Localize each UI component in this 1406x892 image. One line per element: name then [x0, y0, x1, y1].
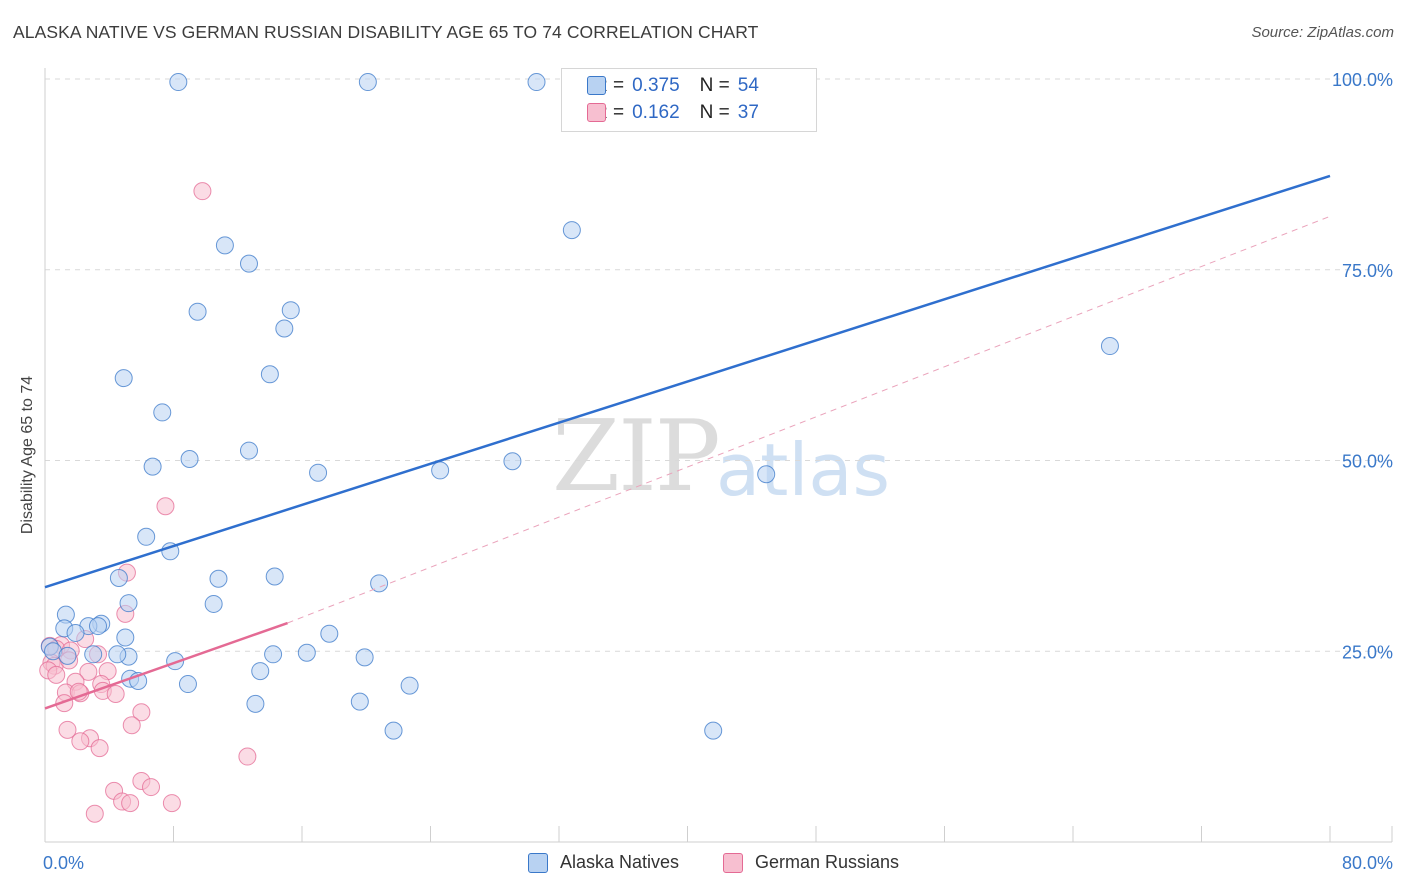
alaska-native-point — [180, 449, 199, 468]
alaska-native-point — [281, 301, 300, 320]
legend-item-german-russians: German Russians — [723, 852, 899, 873]
german-russian-point — [71, 732, 90, 751]
alaska-native-point — [143, 457, 162, 476]
alaska-native-point — [350, 692, 369, 711]
alaska-native-point — [400, 676, 419, 695]
alaska-native-point — [275, 319, 294, 338]
x-tick-label: 80.0% — [1342, 853, 1393, 873]
source-label: Source: ZipAtlas.com — [1251, 24, 1394, 41]
german-russian-point — [142, 778, 161, 797]
german-russian-point — [132, 703, 151, 722]
alaska-native-point — [297, 643, 316, 662]
alaska-native-trendline — [44, 174, 1331, 589]
alaska-native-point — [89, 617, 108, 636]
german-russian-point — [193, 182, 212, 201]
legend-swatch-pink — [723, 852, 743, 873]
alaska-native-point — [246, 694, 265, 713]
legend-r-value: 0.375 — [632, 75, 680, 96]
legend-item-alaska-natives: Alaska Natives — [528, 852, 679, 873]
german-russian-point — [58, 720, 77, 739]
legend-swatch-blue — [587, 76, 606, 95]
legend-label: German Russians — [755, 852, 900, 872]
alaska-native-point — [704, 721, 723, 740]
alaska-native-point — [320, 624, 339, 643]
alaska-native-point — [239, 441, 258, 460]
y-tick-label: 100.0% — [1332, 70, 1393, 90]
watermark-zip: ZIP — [552, 400, 721, 514]
alaska-native-point — [161, 542, 180, 561]
alaska-native-point — [527, 73, 546, 92]
alaska-native-point — [1100, 337, 1119, 356]
german-russian-point — [90, 739, 109, 758]
series-legend: Alaska Natives German Russians — [0, 852, 1406, 876]
alaska-native-point — [309, 463, 328, 482]
german-russian-point — [162, 794, 181, 813]
legend-label: Alaska Natives — [560, 852, 680, 872]
alaska-native-point — [264, 645, 283, 664]
alaska-native-point — [66, 623, 85, 642]
alaska-native-point — [251, 662, 270, 681]
alaska-native-point — [239, 254, 258, 273]
alaska-native-point — [265, 567, 284, 586]
legend-swatch-blue — [528, 852, 548, 873]
german-russian-point — [156, 497, 175, 516]
alaska-native-point — [503, 452, 522, 471]
legend-row-german-russians: R = 0.162 N = 37 — [587, 101, 759, 125]
alaska-native-point — [260, 365, 279, 384]
alaska-native-point — [116, 628, 135, 647]
legend-n-value: 54 — [737, 75, 759, 96]
alaska-native-point — [108, 645, 127, 664]
alaska-native-point — [757, 465, 776, 484]
alaska-native-point — [137, 527, 156, 546]
alaska-native-point — [153, 403, 172, 422]
y-tick-label: 50.0% — [1342, 452, 1393, 472]
watermark-atlas: atlas — [716, 428, 890, 512]
german-russian-trendline-extension — [287, 215, 1331, 624]
alaska-native-point — [188, 302, 207, 321]
german-russian-point — [85, 804, 104, 823]
german-russian-point — [122, 716, 141, 735]
german-russian-point — [47, 665, 66, 684]
legend-row-alaska-natives: R = 0.375 N = 54 — [587, 74, 759, 98]
german-russian-trendline — [44, 621, 288, 710]
legend-n-value: 37 — [737, 102, 759, 123]
alaska-native-point — [204, 594, 223, 613]
german-russian-point — [238, 747, 257, 766]
alaska-native-point — [384, 721, 403, 740]
y-tick-label: 25.0% — [1342, 642, 1393, 662]
y-tick-label: 75.0% — [1342, 261, 1393, 281]
alaska-native-point — [119, 594, 138, 613]
alaska-native-point — [84, 645, 103, 664]
legend-swatch-pink — [587, 103, 606, 122]
alaska-native-point — [109, 569, 128, 588]
alaska-native-point — [209, 569, 228, 588]
x-tick-label: 0.0% — [43, 853, 84, 873]
german-russian-point — [121, 794, 140, 813]
alaska-native-point — [58, 646, 77, 665]
alaska-native-point — [431, 461, 450, 480]
alaska-native-point — [178, 675, 197, 694]
correlation-legend: R = 0.375 N = 54 R = 0.162 N = 37 — [561, 68, 817, 132]
legend-r-value: 0.162 — [632, 102, 680, 123]
alaska-native-point — [370, 574, 389, 593]
legend-n-label: N = — [699, 75, 730, 96]
legend-n-label: N = — [699, 102, 730, 123]
alaska-native-point — [355, 648, 374, 667]
german-russian-point — [106, 684, 125, 703]
alaska-native-point — [215, 236, 234, 255]
german-russian-point — [79, 662, 98, 681]
chart-title: ALASKA NATIVE VS GERMAN RUSSIAN DISABILI… — [13, 22, 759, 42]
alaska-native-point — [358, 73, 377, 92]
alaska-native-point — [562, 221, 581, 240]
alaska-native-point — [114, 369, 133, 388]
alaska-native-point — [169, 73, 188, 92]
